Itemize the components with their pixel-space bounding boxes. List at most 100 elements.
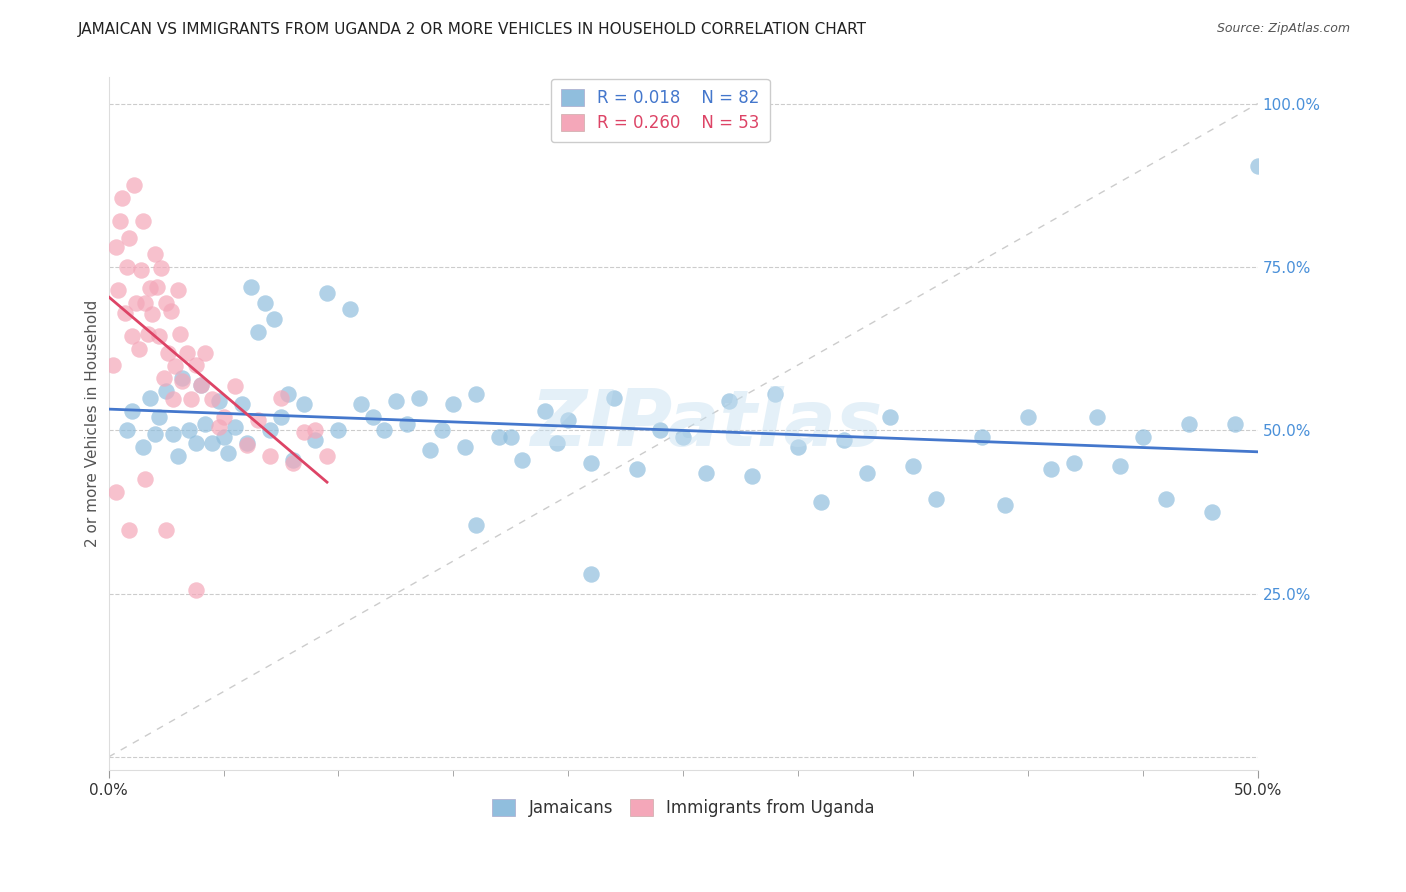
Point — [111, 191, 134, 205]
Point — [292, 397, 315, 411]
Point — [212, 430, 235, 444]
Point — [281, 456, 304, 470]
Point — [118, 523, 141, 537]
Point — [534, 403, 557, 417]
Point — [263, 312, 285, 326]
Point — [150, 261, 173, 276]
Point — [240, 279, 263, 293]
Point — [122, 178, 145, 193]
Text: JAMAICAN VS IMMIGRANTS FROM UGANDA 2 OR MORE VEHICLES IN HOUSEHOLD CORRELATION C: JAMAICAN VS IMMIGRANTS FROM UGANDA 2 OR … — [77, 22, 866, 37]
Point — [177, 423, 200, 437]
Point — [165, 359, 187, 374]
Point — [488, 430, 510, 444]
Point — [454, 440, 477, 454]
Point — [373, 423, 395, 437]
Point — [155, 523, 177, 537]
Point — [270, 410, 292, 425]
Point — [125, 296, 148, 310]
Point — [224, 379, 246, 393]
Point — [603, 391, 626, 405]
Point — [695, 466, 717, 480]
Y-axis label: 2 or more Vehicles in Household: 2 or more Vehicles in Household — [86, 300, 100, 548]
Point — [139, 281, 162, 295]
Point — [1247, 159, 1270, 173]
Point — [718, 393, 741, 408]
Point — [114, 306, 136, 320]
Point — [1132, 430, 1154, 444]
Point — [499, 430, 522, 444]
Point — [217, 446, 239, 460]
Point — [176, 346, 198, 360]
Point — [626, 462, 648, 476]
Point — [672, 430, 695, 444]
Point — [104, 485, 127, 500]
Point — [190, 377, 212, 392]
Point — [810, 495, 832, 509]
Point — [247, 413, 270, 427]
Point — [1039, 462, 1062, 476]
Point — [408, 391, 430, 405]
Point — [155, 296, 177, 310]
Point — [134, 296, 156, 310]
Point — [270, 391, 292, 405]
Point — [994, 499, 1017, 513]
Point — [107, 283, 129, 297]
Point — [316, 450, 339, 464]
Point — [741, 469, 763, 483]
Point — [169, 326, 191, 341]
Point — [115, 260, 138, 274]
Point — [194, 417, 217, 431]
Point — [1201, 505, 1223, 519]
Point — [162, 426, 184, 441]
Point — [970, 430, 993, 444]
Point — [157, 346, 180, 360]
Point — [925, 491, 948, 506]
Point — [180, 392, 202, 406]
Point — [201, 436, 224, 450]
Point — [1063, 456, 1085, 470]
Point — [166, 283, 188, 297]
Point — [172, 374, 194, 388]
Point — [129, 263, 152, 277]
Point — [141, 307, 163, 321]
Point — [1017, 410, 1039, 425]
Point — [832, 433, 855, 447]
Point — [856, 466, 879, 480]
Point — [901, 459, 924, 474]
Point — [190, 377, 212, 392]
Point — [253, 296, 276, 310]
Point — [148, 410, 170, 425]
Point — [787, 440, 810, 454]
Point — [184, 436, 207, 450]
Point — [184, 583, 207, 598]
Point — [361, 410, 384, 425]
Point — [1085, 410, 1108, 425]
Point — [172, 371, 194, 385]
Point — [146, 279, 169, 293]
Point — [139, 391, 162, 405]
Point — [430, 423, 453, 437]
Point — [212, 410, 235, 425]
Point — [546, 436, 568, 450]
Point — [419, 442, 441, 457]
Point — [304, 423, 326, 437]
Legend: Jamaicans, Immigrants from Uganda: Jamaicans, Immigrants from Uganda — [485, 792, 882, 824]
Point — [155, 384, 177, 398]
Point — [115, 423, 138, 437]
Point — [148, 328, 170, 343]
Point — [231, 397, 253, 411]
Point — [281, 452, 304, 467]
Point — [143, 426, 166, 441]
Point — [396, 417, 419, 431]
Point — [1178, 417, 1201, 431]
Point — [121, 403, 143, 417]
Point — [132, 440, 155, 454]
Point — [581, 566, 603, 581]
Point — [304, 433, 326, 447]
Point — [201, 392, 224, 406]
Point — [581, 456, 603, 470]
Point — [316, 286, 339, 301]
Point — [162, 392, 184, 406]
Point — [441, 397, 464, 411]
Point — [879, 410, 901, 425]
